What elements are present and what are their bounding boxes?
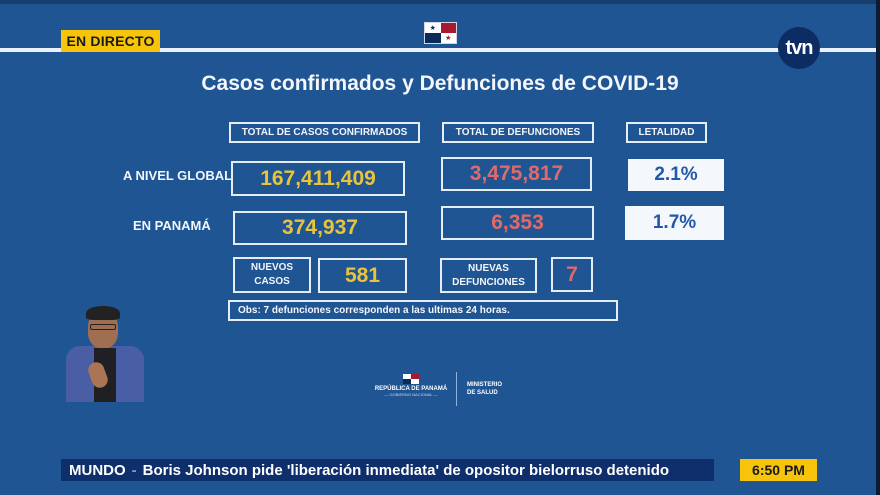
ministry-line2: DE SALUD xyxy=(467,390,498,396)
panama-deaths-value: 6,353 xyxy=(441,206,594,240)
government-logo: REPÚBLICA DE PANAMÁ — GOBIERNO NACIONAL … xyxy=(370,372,520,406)
right-border xyxy=(876,0,880,495)
header-lethality: LETALIDAD xyxy=(626,122,707,143)
new-deaths-label-line1: NUEVAS xyxy=(468,262,509,274)
ministry-line1: MINISTERIO xyxy=(467,382,503,388)
row-label-global: A NIVEL GLOBAL xyxy=(123,168,233,183)
global-lethality-value: 2.1% xyxy=(628,159,724,191)
panama-confirmed-value: 374,937 xyxy=(233,211,407,245)
top-border xyxy=(0,0,880,4)
sign-language-interpreter xyxy=(62,302,148,402)
interpreter-hair xyxy=(86,306,120,320)
broadcast-clock: 6:50 PM xyxy=(740,459,817,481)
new-deaths-label-line2: DEFUNCIONES xyxy=(452,276,525,288)
new-cases-label-line2: CASOS xyxy=(254,276,290,287)
header-total-confirmed: TOTAL DE CASOS CONFIRMADOS xyxy=(229,122,420,143)
observation-note: Obs: 7 defunciones corresponden a las ul… xyxy=(228,300,618,321)
flag-blue-star-icon: ★ xyxy=(425,23,441,33)
panama-lethality-value: 1.7% xyxy=(625,206,724,240)
logo-divider xyxy=(456,372,457,406)
ticker-category: MUNDO xyxy=(69,461,126,479)
tvn-logo: tvn xyxy=(778,27,820,69)
header-total-deaths: TOTAL DE DEFUNCIONES xyxy=(442,122,594,143)
small-panama-flag-icon xyxy=(403,374,419,384)
live-badge: EN DIRECTO xyxy=(61,30,160,52)
flag-red-star-icon: ★ xyxy=(440,33,456,43)
header-divider-line xyxy=(0,48,876,52)
slide-title: Casos confirmados y Defunciones de COVID… xyxy=(201,72,679,95)
new-cases-label-line1: NUEVOS xyxy=(250,262,294,273)
new-deaths-label: NUEVAS DEFUNCIONES xyxy=(440,258,537,293)
interpreter-glasses xyxy=(90,324,116,330)
ticker-separator: - xyxy=(131,461,137,479)
new-deaths-value: 7 xyxy=(551,257,593,292)
government-sub: — GOBIERNO NACIONAL — xyxy=(384,392,438,397)
new-cases-label: NUEVOS CASOS xyxy=(233,257,311,293)
global-deaths-value: 3,475,817 xyxy=(441,157,592,191)
republic-name: REPÚBLICA DE PANAMÁ xyxy=(374,386,448,392)
flag-red-quarter xyxy=(440,23,456,33)
new-cases-value: 581 xyxy=(318,258,407,293)
global-confirmed-value: 167,411,409 xyxy=(231,161,405,196)
panama-flag-icon: ★ ★ xyxy=(424,22,457,44)
republic-logo: REPÚBLICA DE PANAMÁ — GOBIERNO NACIONAL … xyxy=(370,374,452,397)
flag-blue-quarter xyxy=(425,33,441,43)
news-ticker: MUNDO - Boris Johnson pide 'liberación i… xyxy=(61,459,714,481)
ministry-name: MINISTERIO DE SALUD xyxy=(467,381,502,397)
row-label-panama: EN PANAMÁ xyxy=(133,218,211,233)
ticker-headline: Boris Johnson pide 'liberación inmediata… xyxy=(142,461,670,479)
